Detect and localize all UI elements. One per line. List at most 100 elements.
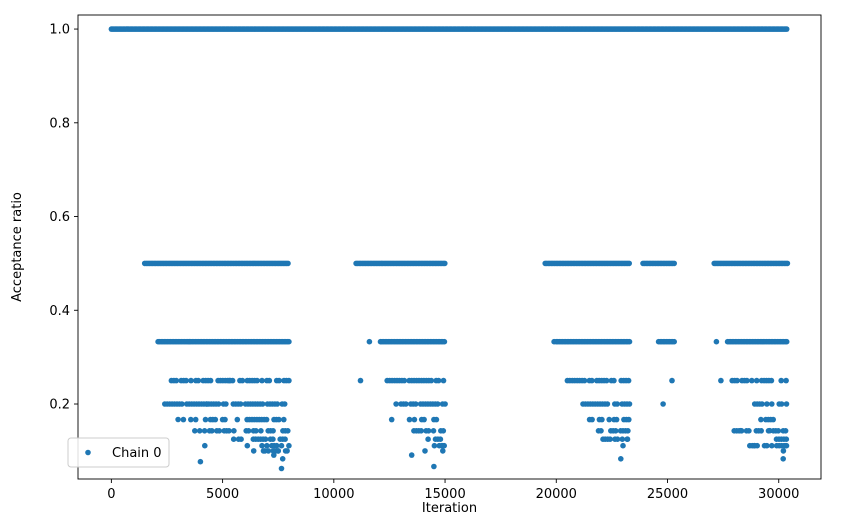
data-point	[215, 377, 221, 384]
data-point	[286, 377, 292, 384]
data-point	[440, 442, 446, 449]
data-point	[281, 401, 288, 407]
x-tick-label: 15000	[424, 487, 465, 502]
data-point	[270, 428, 276, 434]
data-point	[279, 456, 286, 462]
data-point	[180, 416, 187, 423]
data-point	[183, 377, 189, 384]
data-point	[612, 428, 619, 434]
data-point	[196, 428, 203, 434]
data-point	[212, 416, 219, 423]
legend-label-chain-0: Chain 0	[112, 446, 162, 461]
data-point	[282, 436, 288, 443]
data-point	[433, 416, 440, 423]
data-point	[778, 377, 784, 384]
data-point	[767, 427, 773, 434]
data-point	[589, 416, 595, 423]
data-point	[671, 260, 677, 267]
data-point	[411, 416, 418, 423]
data-point	[782, 428, 789, 434]
data-point	[192, 416, 199, 423]
data-point	[201, 428, 208, 434]
data-point	[188, 377, 194, 384]
data-point	[626, 338, 633, 345]
data-point	[285, 428, 291, 434]
data-point	[758, 416, 764, 423]
data-point	[603, 377, 610, 384]
data-point	[437, 436, 444, 443]
data-point	[718, 377, 724, 384]
data-point	[258, 428, 264, 434]
data-point	[589, 377, 595, 384]
data-point	[262, 448, 268, 454]
data-point	[431, 442, 438, 449]
data-point	[425, 436, 431, 443]
x-tick-label: 20000	[536, 487, 577, 502]
data-point	[230, 436, 237, 443]
data-point	[173, 377, 180, 384]
data-point	[278, 442, 285, 449]
data-point	[284, 448, 290, 454]
data-point	[406, 416, 413, 423]
data-point	[259, 377, 265, 384]
x-tick-label: 25000	[647, 487, 688, 502]
data-point	[425, 428, 432, 434]
data-point	[600, 436, 606, 443]
data-point	[259, 401, 266, 407]
data-point	[551, 338, 557, 345]
data-point	[281, 416, 287, 423]
data-point	[263, 416, 270, 423]
data-point	[202, 442, 208, 449]
data-point	[274, 401, 281, 407]
data-point	[783, 26, 790, 32]
data-point	[669, 377, 675, 384]
data-point	[435, 377, 442, 384]
data-point	[753, 377, 760, 384]
data-point	[440, 448, 446, 454]
data-point	[780, 448, 787, 454]
data-point	[266, 377, 273, 384]
data-point	[625, 377, 632, 384]
data-point	[671, 338, 677, 345]
data-point	[598, 428, 604, 434]
data-point	[403, 401, 409, 407]
data-point	[209, 428, 215, 434]
data-point	[273, 442, 280, 449]
data-point	[412, 401, 419, 407]
data-point	[784, 260, 791, 267]
data-point	[734, 377, 740, 384]
data-point	[778, 401, 785, 407]
data-points	[108, 26, 791, 472]
x-tick-label: 0	[107, 487, 115, 502]
data-point	[619, 436, 626, 443]
data-point	[275, 448, 282, 454]
plot-frame	[77, 14, 822, 480]
data-point	[204, 401, 210, 407]
legend: Chain 0	[67, 437, 170, 468]
data-point	[783, 377, 789, 384]
data-point	[223, 401, 229, 407]
data-point	[770, 416, 776, 423]
x-axis-label: Iteration	[422, 501, 477, 516]
data-point	[614, 401, 620, 407]
data-point	[222, 416, 228, 423]
data-point	[604, 401, 611, 407]
data-point	[259, 442, 265, 449]
data-point	[759, 401, 765, 407]
y-tick-label: 0.4	[49, 304, 70, 319]
data-point	[625, 428, 631, 434]
data-point	[440, 428, 447, 434]
data-point	[442, 401, 448, 407]
data-point	[271, 452, 277, 458]
data-point	[357, 377, 364, 384]
data-point	[782, 442, 789, 449]
x-tick-label: 5000	[206, 487, 239, 502]
data-point	[607, 436, 613, 443]
data-point	[401, 377, 408, 384]
data-point	[599, 416, 605, 423]
data-point	[758, 428, 764, 434]
data-point	[226, 428, 232, 434]
data-point	[388, 416, 395, 423]
data-point	[234, 416, 241, 423]
